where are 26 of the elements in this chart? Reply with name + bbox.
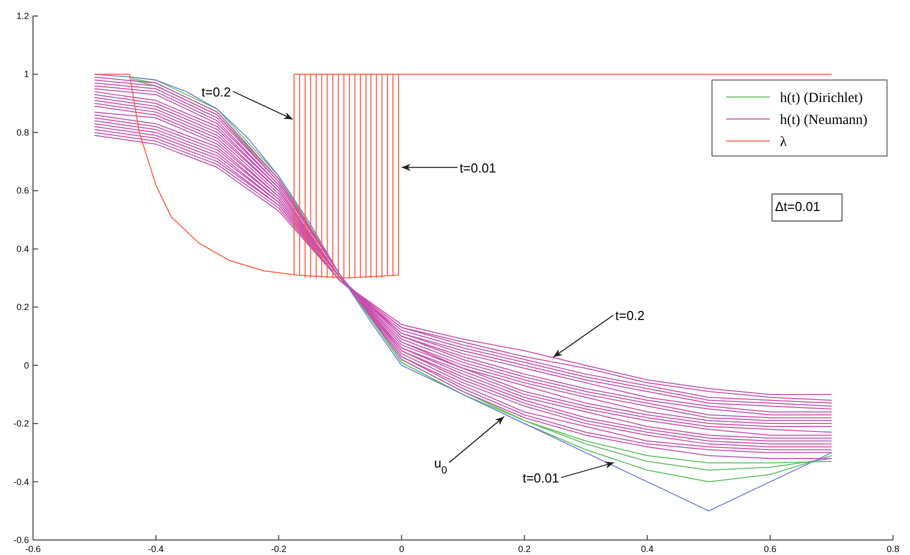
y-tick-label: 0.8 [16, 127, 29, 138]
x-tick-label: 0.2 [518, 544, 531, 554]
x-tick-label: 0.6 [764, 544, 776, 554]
annotation: t=0.2 [202, 84, 231, 100]
y-tick-label: -0.4 [13, 476, 29, 487]
y-tick-label: 0.2 [16, 302, 29, 312]
x-tick-label: 0.4 [641, 544, 654, 554]
y-tick-label: 1 [24, 69, 29, 80]
x-tick-label: 0.8 [886, 544, 900, 554]
annotation: u$_{0}$ [434, 456, 448, 476]
x-tick-label: -0.2 [270, 544, 286, 554]
legend-label: λ [780, 135, 787, 150]
x-tick-label: -0.4 [148, 544, 164, 554]
y-tick-label: 0.4 [16, 244, 29, 254]
y-tick-label: 1.2 [16, 11, 29, 21]
legend-label: h(t) (Neumann) [780, 113, 868, 128]
y-tick-label: 0.6 [16, 186, 29, 196]
annotation: t=0.01 [460, 160, 496, 176]
x-tick-label: 0 [399, 544, 404, 554]
y-tick-label: 0 [24, 360, 29, 370]
y-tick-label: -0.6 [13, 535, 29, 545]
legend-label: h(t) (Dirichlet) [780, 91, 864, 106]
y-tick-label: -0.2 [13, 418, 29, 429]
annotation: t=0.2 [615, 308, 645, 324]
annotation: t=0.01 [522, 470, 560, 486]
annotation: Δt=0.01 [775, 199, 820, 214]
